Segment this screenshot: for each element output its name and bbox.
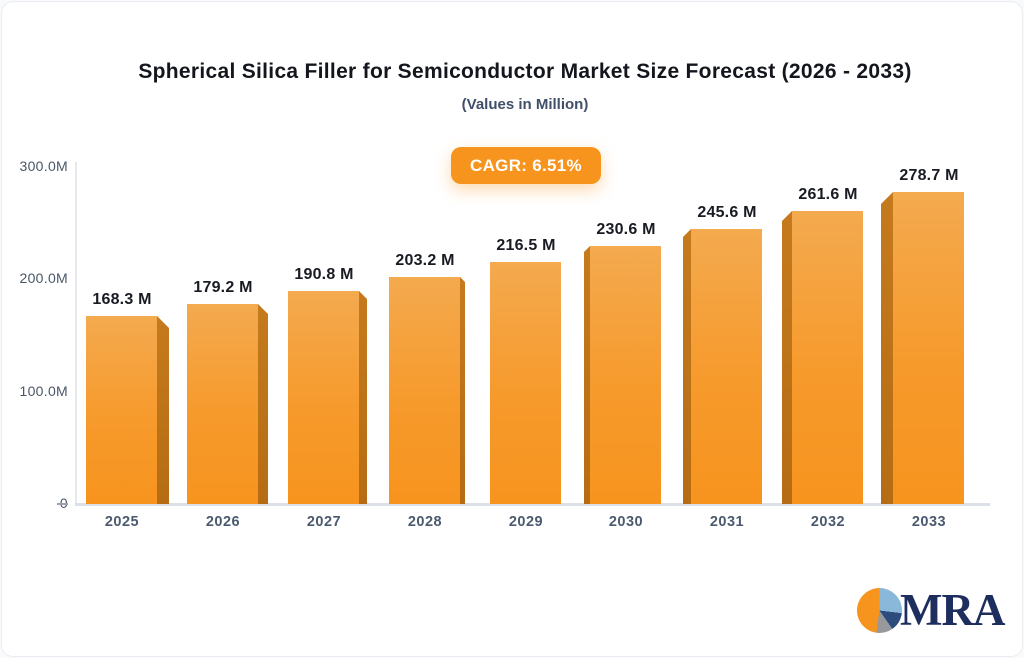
- x-axis-label: 2027: [306, 514, 342, 530]
- bar-2027: [288, 291, 359, 504]
- bar-side-face-2025: [157, 316, 169, 504]
- x-axis-label: 2028: [407, 514, 443, 530]
- bar-value-label: 190.8 M: [294, 266, 354, 283]
- y-axis-tick-label: 200.0M: [19, 270, 68, 287]
- bar-2026: [187, 304, 258, 504]
- bar-side-face-2033: [881, 192, 893, 504]
- x-axis-label: 2029: [508, 514, 544, 530]
- bar-2032: [792, 211, 863, 504]
- mra-logo: MRA: [857, 586, 1005, 638]
- x-axis-label: 2032: [810, 514, 846, 530]
- bar-side-face-2030: [584, 246, 590, 504]
- bar-side-face-2026: [258, 304, 268, 504]
- y-axis-tick-label: 100.0M: [19, 382, 68, 399]
- x-axis-label: 2033: [911, 514, 947, 530]
- logo-text: MRA: [900, 585, 1005, 635]
- bar-side-face-2032: [782, 211, 792, 504]
- x-axis-label: 2030: [608, 514, 644, 530]
- pie-chart-logo-icon: [857, 588, 902, 633]
- bar-2033: [893, 192, 964, 504]
- x-axis-label: 2031: [709, 514, 745, 530]
- bar-value-label: 168.3 M: [92, 291, 152, 308]
- bar-2028: [389, 277, 460, 504]
- x-axis-line: [75, 503, 990, 506]
- y-axis-tick-label: 300.0M: [19, 158, 68, 174]
- bar-2025: [86, 316, 157, 504]
- x-axis-label: 2026: [205, 514, 241, 530]
- bar-2029: [490, 262, 561, 504]
- bar-side-face-2027: [359, 291, 367, 504]
- bar-value-label: 203.2 M: [395, 252, 455, 269]
- y-axis-line: [75, 162, 77, 504]
- bar-value-label: 230.6 M: [596, 221, 656, 238]
- bar-value-label: 216.5 M: [496, 237, 556, 254]
- bar-side-face-2031: [683, 229, 691, 504]
- bar-value-label: 179.2 M: [193, 279, 253, 296]
- bar-value-label: 261.6 M: [798, 186, 858, 203]
- zero-tick-mark: [57, 503, 68, 505]
- bar-2030: [590, 246, 661, 504]
- x-axis-label: 2025: [104, 514, 140, 530]
- bar-side-face-2028: [460, 277, 465, 504]
- cagr-badge: CAGR: 6.51%: [451, 147, 601, 184]
- bar-value-label: 245.6 M: [697, 204, 757, 221]
- bar-2031: [691, 229, 762, 504]
- chart-title: Spherical Silica Filler for Semiconducto…: [138, 60, 912, 83]
- chart-subtitle: (Values in Million): [461, 96, 589, 113]
- bar-value-label: 278.7 M: [899, 167, 959, 184]
